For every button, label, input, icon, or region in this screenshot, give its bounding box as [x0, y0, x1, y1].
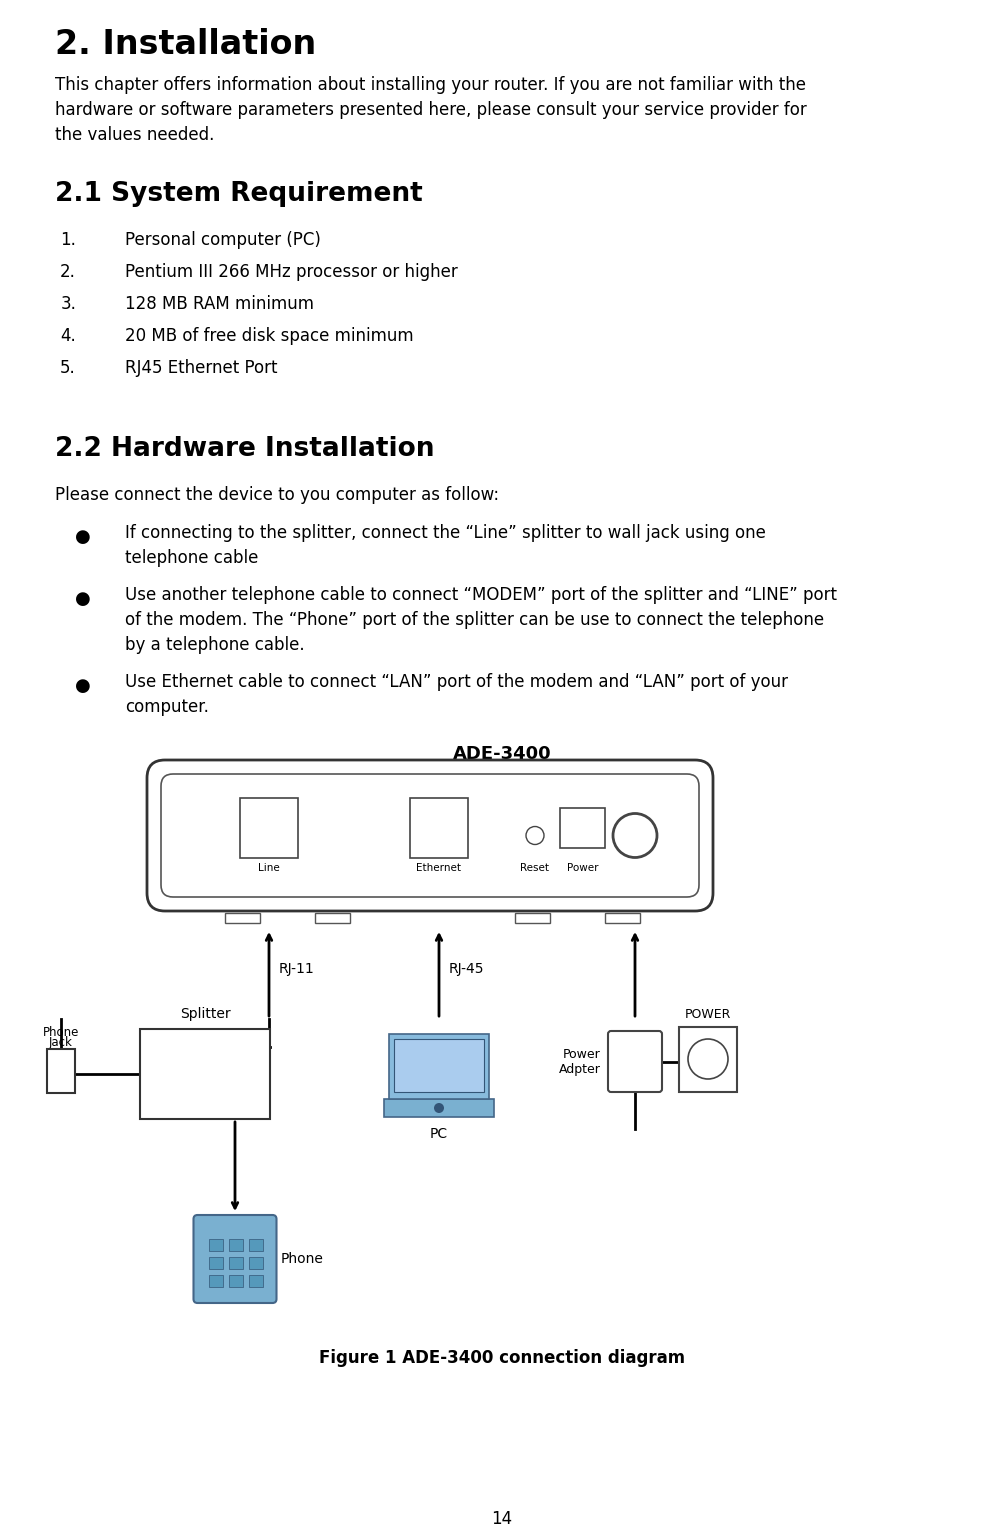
Text: Phone: Phone — [205, 1078, 246, 1090]
Circle shape — [526, 826, 544, 844]
Bar — [210, 1257, 224, 1269]
Text: Personal computer (PC): Personal computer (PC) — [125, 231, 321, 249]
Bar — [139, 1029, 270, 1119]
Text: hardware or software parameters presented here, please consult your service prov: hardware or software parameters presente… — [55, 101, 806, 119]
Text: ●: ● — [75, 528, 91, 547]
Text: RJ45 Ethernet Port: RJ45 Ethernet Port — [125, 359, 278, 377]
Text: RJ-45: RJ-45 — [448, 962, 484, 976]
Text: 14: 14 — [490, 1510, 513, 1527]
Text: Use Ethernet cable to connect “LAN” port of the modem and “LAN” port of your: Use Ethernet cable to connect “LAN” port… — [125, 673, 787, 692]
Text: POWER: POWER — [684, 1008, 730, 1022]
Text: This chapter offers information about installing your router. If you are not fam: This chapter offers information about in… — [55, 76, 805, 95]
Text: 1.: 1. — [60, 231, 76, 249]
Bar — [383, 1099, 493, 1116]
Text: Ethernet: Ethernet — [416, 863, 461, 873]
FancyBboxPatch shape — [160, 774, 698, 896]
Text: of the modem. The “Phone” port of the splitter can be use to connect the telepho: of the modem. The “Phone” port of the sp… — [125, 611, 823, 629]
Text: Splitter: Splitter — [180, 1006, 230, 1022]
Bar — [250, 1238, 263, 1251]
Text: Line: Line — [258, 863, 280, 873]
Bar — [388, 1034, 488, 1099]
FancyBboxPatch shape — [608, 1031, 661, 1092]
Bar — [393, 1038, 483, 1092]
Text: Use another telephone cable to connect “MODEM” port of the splitter and “LINE” p: Use another telephone cable to connect “… — [125, 586, 837, 605]
Bar — [225, 913, 260, 922]
Bar — [560, 808, 605, 847]
Circle shape — [687, 1038, 727, 1080]
FancyBboxPatch shape — [194, 1215, 276, 1303]
Text: Jack: Jack — [49, 1035, 73, 1049]
Bar — [230, 1275, 244, 1287]
Bar — [240, 799, 298, 858]
Text: 2.2 Hardware Installation: 2.2 Hardware Installation — [55, 437, 434, 463]
FancyBboxPatch shape — [146, 760, 712, 912]
Text: 2.1 System Requirement: 2.1 System Requirement — [55, 182, 422, 208]
Text: Power
Adpter: Power Adpter — [559, 1048, 601, 1075]
Bar — [515, 913, 550, 922]
Text: Power: Power — [566, 863, 598, 873]
Circle shape — [433, 1102, 443, 1113]
Bar — [210, 1275, 224, 1287]
Circle shape — [613, 814, 656, 858]
Text: RJ-11: RJ-11 — [279, 962, 314, 976]
Text: 4.: 4. — [60, 327, 76, 345]
Bar — [210, 1238, 224, 1251]
Text: Figure 1 ADE-3400 connection diagram: Figure 1 ADE-3400 connection diagram — [319, 1348, 684, 1367]
Bar — [605, 913, 639, 922]
Text: ●: ● — [75, 676, 91, 695]
Bar — [250, 1257, 263, 1269]
Text: ADE-3400: ADE-3400 — [452, 745, 551, 764]
Text: If connecting to the splitter, connect the “Line” splitter to wall jack using on: If connecting to the splitter, connect t… — [125, 524, 765, 542]
Text: by a telephone cable.: by a telephone cable. — [125, 637, 305, 654]
Bar — [230, 1257, 244, 1269]
Text: Phone: Phone — [280, 1252, 323, 1266]
Text: Line: Line — [147, 1051, 176, 1063]
Text: Modem: Modem — [205, 1040, 254, 1054]
Text: the values needed.: the values needed. — [55, 127, 215, 144]
Text: 128 MB RAM minimum: 128 MB RAM minimum — [125, 295, 314, 313]
Text: Reset: Reset — [520, 863, 549, 873]
Text: computer.: computer. — [125, 698, 209, 716]
Text: PC: PC — [429, 1127, 447, 1141]
Text: Pentium III 266 MHz processor or higher: Pentium III 266 MHz processor or higher — [125, 263, 457, 281]
Text: 2.: 2. — [60, 263, 76, 281]
Bar — [250, 1275, 263, 1287]
Text: ●: ● — [75, 589, 91, 608]
Text: Phone: Phone — [43, 1026, 79, 1038]
Text: 20 MB of free disk space minimum: 20 MB of free disk space minimum — [125, 327, 413, 345]
Bar — [315, 913, 350, 922]
Text: 5.: 5. — [60, 359, 76, 377]
Text: 2. Installation: 2. Installation — [55, 27, 316, 61]
Text: telephone cable: telephone cable — [125, 550, 259, 567]
Bar — [47, 1049, 75, 1093]
Bar — [409, 799, 467, 858]
Bar — [678, 1026, 736, 1092]
Bar — [230, 1238, 244, 1251]
Text: 3.: 3. — [60, 295, 76, 313]
Text: Please connect the device to you computer as follow:: Please connect the device to you compute… — [55, 486, 498, 504]
